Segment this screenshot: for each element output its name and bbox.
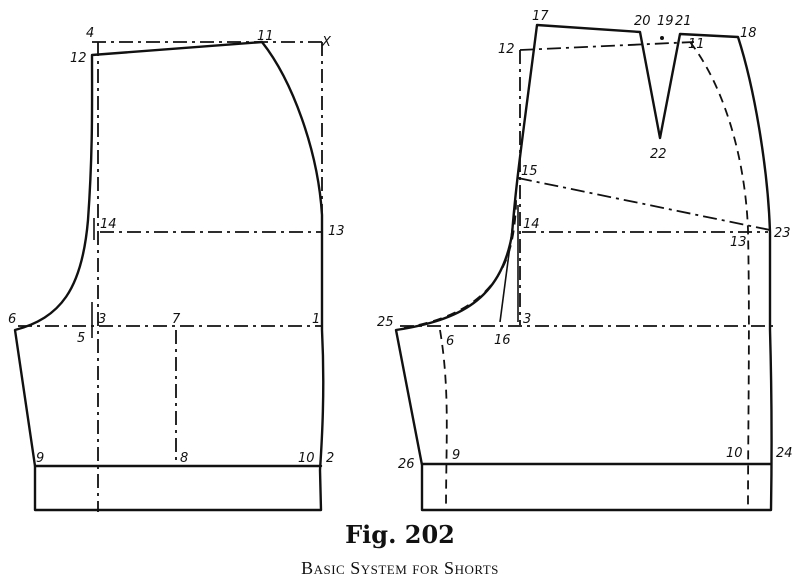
back-label-13: 13 [730,235,747,250]
back-label-25: 25 [377,315,394,330]
back-point-19-dot [660,36,664,40]
back-label-17: 17 [532,9,549,24]
back-label-12: 12 [498,42,515,57]
front-label-6: 6 [8,312,16,327]
back-outline [394,23,773,512]
back-overlay-crotch-curve [403,199,517,329]
back-label-10: 10 [726,446,743,461]
front-label-13: 13 [328,224,345,239]
front-outline [13,40,325,512]
front-label-7: 7 [172,312,181,327]
back-label-24: 24 [776,446,793,461]
back-label-19: 19 [657,14,674,29]
back-15-23-line [517,177,771,231]
figure-number: Fig. 202 [345,520,455,549]
front-label-x: X [321,35,332,50]
front-label-3: 3 [98,312,106,327]
back-label-22: 22 [650,147,667,162]
back-overlay-side-seam [689,41,750,511]
back-pattern-piece [394,23,775,512]
back-label-9: 9 [452,448,460,463]
back-label-18: 18 [740,26,757,41]
back-label-11: 11 [688,37,705,52]
back-label-23: 23 [774,226,791,241]
front-label-9: 9 [36,451,44,466]
back-label-15: 15 [521,164,538,179]
front-label-8: 8 [180,451,188,466]
front-label-4: 4 [86,26,94,41]
front-label-12: 12 [70,51,87,66]
back-label-16: 16 [494,333,511,348]
back-label-21: 21 [675,14,692,29]
back-label-20: 20 [634,14,651,29]
front-pattern-piece [13,40,325,512]
back-crotch-line-16 [499,199,517,323]
back-top-construction-line [519,41,695,51]
back-label-3: 3 [523,312,531,327]
front-label-5: 5 [77,331,85,346]
back-label-26: 26 [398,457,415,472]
front-label-14: 14 [100,217,117,232]
back-label-14: 14 [523,217,540,232]
front-label-1: 1 [312,312,320,327]
front-label-10: 10 [298,451,315,466]
back-overlay-inseam [439,329,448,511]
figure-caption: Basic System for Shorts [301,558,499,578]
front-label-11: 11 [257,29,274,44]
back-label-6: 6 [446,334,454,349]
front-label-2: 2 [326,451,334,466]
